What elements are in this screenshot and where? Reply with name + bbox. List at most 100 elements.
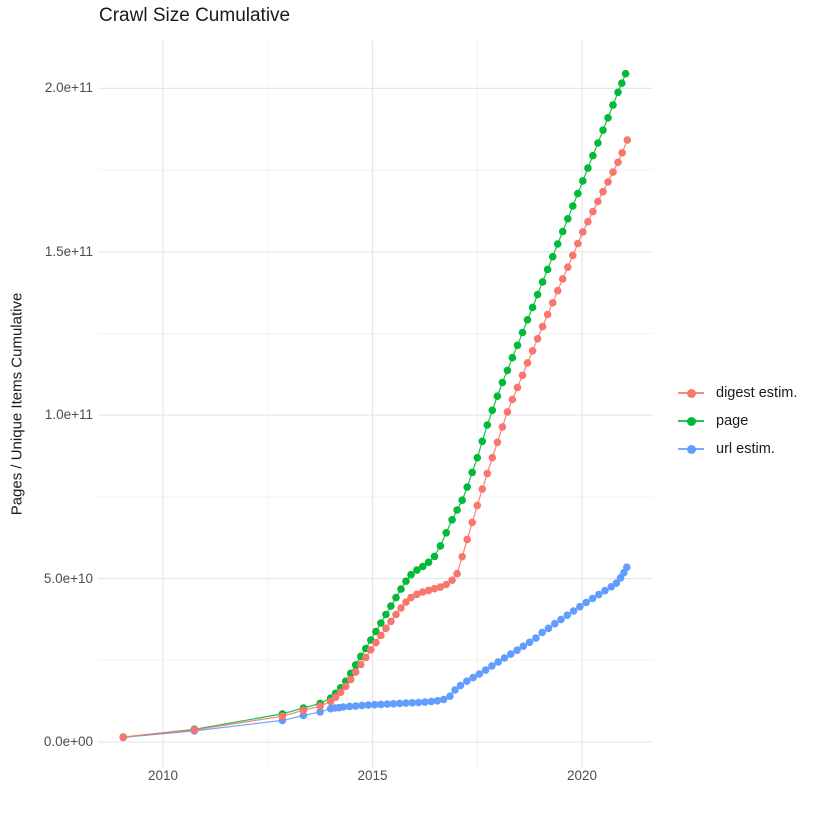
data-point-url	[582, 598, 590, 607]
data-point-url	[576, 602, 584, 611]
data-point-digest	[119, 733, 127, 741]
data-point-digest	[430, 584, 439, 593]
legend-label: digest estim.	[716, 385, 798, 401]
data-point-page	[473, 453, 482, 462]
data-point-url	[421, 698, 429, 706]
data-point-url	[525, 638, 534, 647]
legend-key-icon	[678, 444, 704, 454]
data-point-url	[351, 702, 360, 710]
data-point-url	[519, 642, 528, 650]
data-point-page	[618, 79, 626, 87]
data-point-digest	[407, 593, 415, 602]
y-tick-label: 1.5e+11	[44, 243, 93, 259]
data-point-page	[584, 164, 592, 172]
data-point-page	[436, 542, 445, 550]
data-point-digest	[508, 395, 517, 404]
data-point-digest	[473, 501, 482, 510]
data-point-url	[612, 579, 621, 587]
data-point-digest	[478, 485, 487, 493]
data-point-url	[456, 681, 465, 690]
data-point-url	[408, 699, 417, 707]
data-point-page	[430, 552, 439, 561]
data-point-url	[389, 700, 398, 708]
series-line-page	[123, 73, 627, 738]
data-point-page	[402, 577, 410, 585]
data-point-digest	[523, 359, 532, 367]
legend-label: page	[716, 413, 749, 429]
data-point-digest	[558, 275, 567, 283]
data-point-digest	[513, 383, 522, 392]
data-point-page	[392, 593, 400, 602]
data-point-digest	[569, 251, 577, 260]
x-tick-label: 2020	[566, 768, 598, 783]
data-point-digest	[518, 371, 527, 380]
data-point-digest	[362, 653, 370, 662]
y-tick-label: 1.0e+11	[44, 407, 93, 423]
data-point-url	[427, 697, 436, 706]
data-point-digest	[543, 310, 552, 319]
data-point-page	[558, 227, 567, 236]
data-point-digest	[346, 675, 355, 684]
data-point-page	[538, 278, 547, 286]
data-point-page	[468, 468, 477, 477]
data-point-url	[623, 563, 631, 571]
data-point-digest	[548, 299, 557, 307]
data-point-url	[402, 699, 410, 707]
data-point-url	[299, 711, 308, 720]
data-point-digest	[503, 408, 512, 416]
data-point-digest	[618, 149, 626, 157]
data-point-digest	[377, 631, 385, 640]
data-point-digest	[458, 552, 467, 561]
data-point-url	[377, 700, 385, 709]
data-point-digest	[538, 322, 547, 331]
data-point-digest	[357, 660, 365, 669]
data-point-digest	[604, 178, 612, 186]
data-point-url	[383, 700, 392, 708]
data-point-digest	[316, 702, 324, 710]
data-point-digest	[528, 347, 537, 355]
data-point-page	[453, 506, 461, 514]
data-point-digest	[341, 682, 350, 691]
data-point-digest	[609, 168, 617, 176]
data-point-url	[475, 670, 484, 678]
data-point-url	[494, 658, 503, 666]
legend-key-dot	[686, 444, 696, 454]
data-point-digest	[493, 438, 502, 447]
data-point-page	[483, 421, 492, 429]
data-point-digest	[614, 158, 622, 167]
data-point-digest	[574, 239, 582, 248]
data-point-url	[446, 692, 454, 700]
data-point-page	[589, 151, 597, 160]
data-point-digest	[553, 286, 562, 295]
data-point-digest	[589, 207, 597, 216]
data-point-page	[518, 328, 527, 337]
data-point-page	[424, 558, 433, 567]
data-point-page	[382, 610, 390, 619]
legend-item-digest: digest estim.	[678, 379, 797, 407]
data-point-page	[609, 101, 617, 109]
data-point-page	[553, 240, 562, 248]
data-point-digest	[453, 569, 461, 578]
data-point-digest	[372, 638, 380, 647]
legend-key-icon	[678, 388, 704, 398]
data-point-page	[463, 483, 472, 491]
data-point-digest	[402, 598, 410, 606]
data-point-page	[397, 585, 405, 593]
data-point-url	[507, 650, 515, 658]
data-point-digest	[413, 590, 421, 599]
data-point-url	[370, 700, 379, 709]
data-point-page	[543, 265, 552, 274]
data-point-page	[594, 139, 602, 147]
legend-key-dot	[686, 388, 696, 398]
data-point-url	[551, 619, 559, 628]
data-point-url	[339, 703, 348, 711]
data-point-digest	[599, 187, 607, 196]
data-point-digest	[326, 697, 335, 706]
data-point-page	[448, 516, 456, 524]
data-point-url	[538, 628, 546, 637]
data-point-url	[414, 698, 423, 707]
data-point-digest	[594, 197, 602, 206]
data-point-url	[569, 607, 578, 615]
